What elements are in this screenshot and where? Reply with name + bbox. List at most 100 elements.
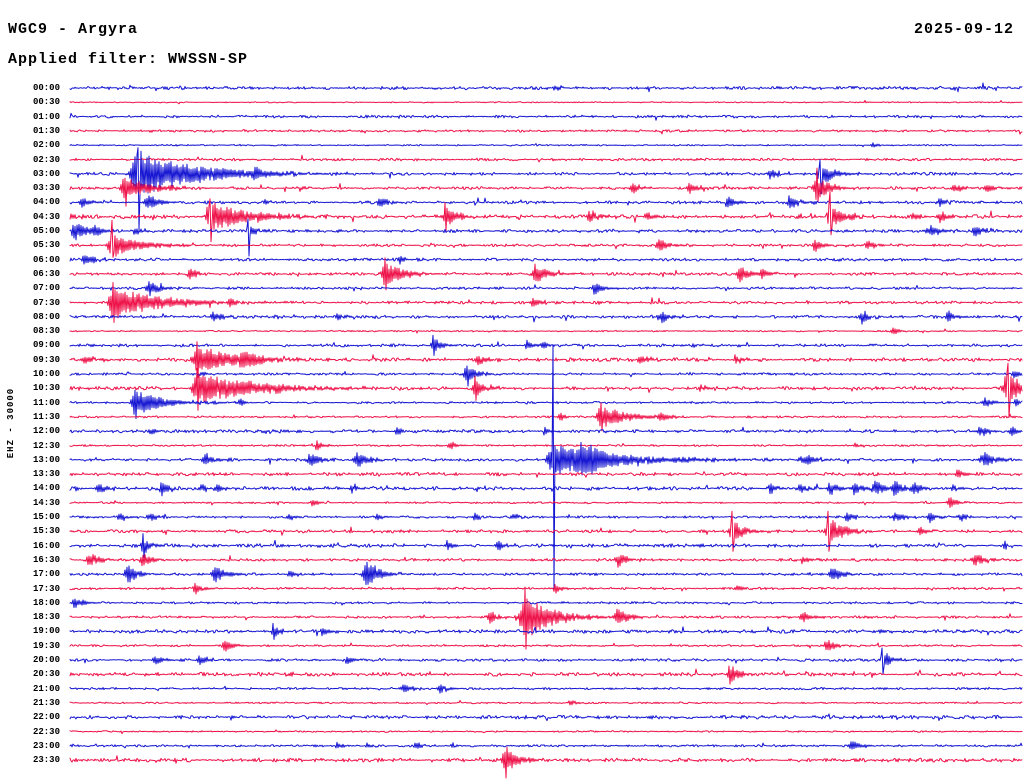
- trace-time-label: 00:00: [32, 83, 60, 93]
- seismogram-trace-1130: [69, 402, 1023, 432]
- seismogram-trace-0530: [69, 219, 1023, 258]
- trace-time-label: 12:30: [32, 440, 60, 451]
- trace-time-label: 21:30: [32, 697, 60, 708]
- seismogram-trace-2030: [69, 665, 1023, 685]
- seismogram-trace-1330: [69, 469, 1023, 478]
- station-title: WGC9 - Argyra: [8, 21, 139, 38]
- trace-time-label: 03:30: [32, 183, 60, 194]
- seismogram-trace-2100: [69, 684, 1023, 694]
- seismogram-trace-2300: [69, 741, 1023, 750]
- trace-time-label: 10:00: [32, 369, 60, 379]
- seismogram-trace-1830: [69, 586, 1023, 650]
- seismogram-trace-1930: [69, 640, 1023, 652]
- seismogram-trace-0700: [69, 281, 1023, 297]
- seismogram-trace-2000: [69, 647, 1023, 675]
- trace-time-label: 17:00: [32, 569, 60, 580]
- seismogram-trace-1800: [69, 598, 1023, 608]
- trace-time-label: 06:00: [32, 254, 60, 265]
- seismogram-trace-1700: [69, 561, 1023, 586]
- seismogram-trace-0400: [69, 195, 1023, 209]
- trace-time-label: 19:30: [32, 640, 60, 651]
- trace-time-label: 12:00: [32, 426, 60, 437]
- date-label: 2025-09-12: [913, 21, 1014, 38]
- seismogram-trace-1200: [69, 426, 1023, 437]
- seismogram-trace-1730: [69, 582, 1023, 595]
- seismogram-trace-0000: [69, 82, 1023, 93]
- trace-time-label: 01:00: [32, 111, 60, 122]
- seismogram-trace-1300: [69, 344, 1023, 591]
- seismogram-trace-1400: [69, 480, 1023, 497]
- seismogram-trace-2230: [69, 729, 1023, 735]
- trace-time-label: 19:00: [32, 626, 60, 637]
- trace-time-label: 16:00: [32, 540, 60, 551]
- trace-time-label: 22:00: [32, 712, 60, 723]
- trace-time-label: 11:00: [32, 397, 60, 408]
- trace-time-label: 05:00: [32, 226, 60, 236]
- seismogram-trace-0100: [69, 112, 1023, 121]
- seismogram-trace-0630: [69, 257, 1023, 291]
- trace-time-label: 07:30: [32, 297, 60, 308]
- seismogram-trace-0930: [69, 341, 1023, 379]
- trace-time-label: 15:30: [32, 526, 60, 537]
- seismogram-trace-0730: [69, 282, 1023, 323]
- trace-time-label: 01:30: [32, 125, 60, 136]
- time-label-column: 00:00 00:30 01:00 01:30 02:00 02:30 03:00 03:30…: [0, 0, 62, 780]
- trace-time-label: 23:30: [32, 755, 60, 766]
- seismogram-trace-1100: [69, 389, 1023, 420]
- trace-time-label: 15:00: [32, 512, 60, 522]
- trace-time-label: 13:00: [32, 454, 60, 465]
- trace-time-label: 17:30: [32, 583, 60, 594]
- trace-time-label: 06:30: [32, 268, 60, 279]
- seismogram-trace-0300: [69, 147, 1023, 231]
- trace-time-label: 09:30: [32, 354, 60, 365]
- seismogram-trace-0330: [69, 167, 1023, 207]
- trace-time-label: 18:00: [32, 597, 60, 608]
- trace-time-label: 20:00: [32, 655, 60, 665]
- seismogram-trace-0430: [69, 191, 1023, 243]
- trace-time-label: 11:30: [32, 411, 60, 422]
- seismogram-trace-1500: [69, 512, 1023, 524]
- trace-time-label: 14:30: [32, 497, 60, 508]
- seismogram-trace-1030: [69, 362, 1023, 417]
- seismogram-trace-1630: [69, 554, 1023, 568]
- seismogram-trace-0130: [69, 128, 1023, 135]
- seismogram-trace-1230: [69, 440, 1023, 451]
- trace-time-label: 04:30: [32, 211, 60, 222]
- seismogram-trace-0830: [69, 327, 1023, 335]
- seismogram-trace-2130: [69, 699, 1023, 706]
- trace-time-label: 09:00: [32, 340, 60, 351]
- trace-time-label: 21:00: [32, 683, 60, 694]
- trace-time-label: 02:00: [32, 140, 60, 151]
- trace-time-label: 08:30: [32, 326, 60, 337]
- seismogram-trace-1900: [69, 622, 1023, 640]
- trace-time-label: 03:00: [32, 168, 60, 179]
- seismogram-trace-2200: [69, 713, 1023, 722]
- seismogram-trace-1600: [69, 533, 1023, 559]
- seismogram-trace-0500: [69, 218, 1023, 257]
- seismogram-trace-0030: [69, 99, 1023, 105]
- trace-time-label: 22:30: [32, 726, 60, 737]
- seismogram-trace-0800: [69, 310, 1023, 325]
- seismogram-trace-2330: [69, 746, 1023, 779]
- seismogram-trace-1000: [69, 365, 1023, 387]
- filter-label: Applied filter: WWSSN-SP: [8, 51, 249, 68]
- seismogram-trace-1430: [69, 497, 1023, 508]
- trace-time-label: 16:30: [32, 554, 60, 565]
- trace-time-label: 23:00: [32, 740, 60, 751]
- trace-time-label: 20:30: [32, 669, 60, 680]
- seismogram-trace-0900: [69, 334, 1023, 356]
- seismogram-trace-0230: [69, 154, 1023, 163]
- trace-time-label: 02:30: [32, 154, 60, 165]
- trace-time-label: 00:30: [32, 97, 60, 108]
- trace-time-label: 14:00: [32, 483, 60, 494]
- trace-time-label: 10:30: [32, 383, 60, 394]
- seismogram-trace-0200: [69, 142, 1023, 148]
- trace-time-label: 04:00: [32, 197, 60, 208]
- trace-time-label: 18:30: [32, 612, 60, 623]
- seismogram-trace-0600: [69, 255, 1023, 265]
- trace-time-label: 08:00: [32, 311, 60, 322]
- trace-time-label: 05:30: [32, 240, 60, 251]
- trace-time-label: 13:30: [32, 469, 60, 480]
